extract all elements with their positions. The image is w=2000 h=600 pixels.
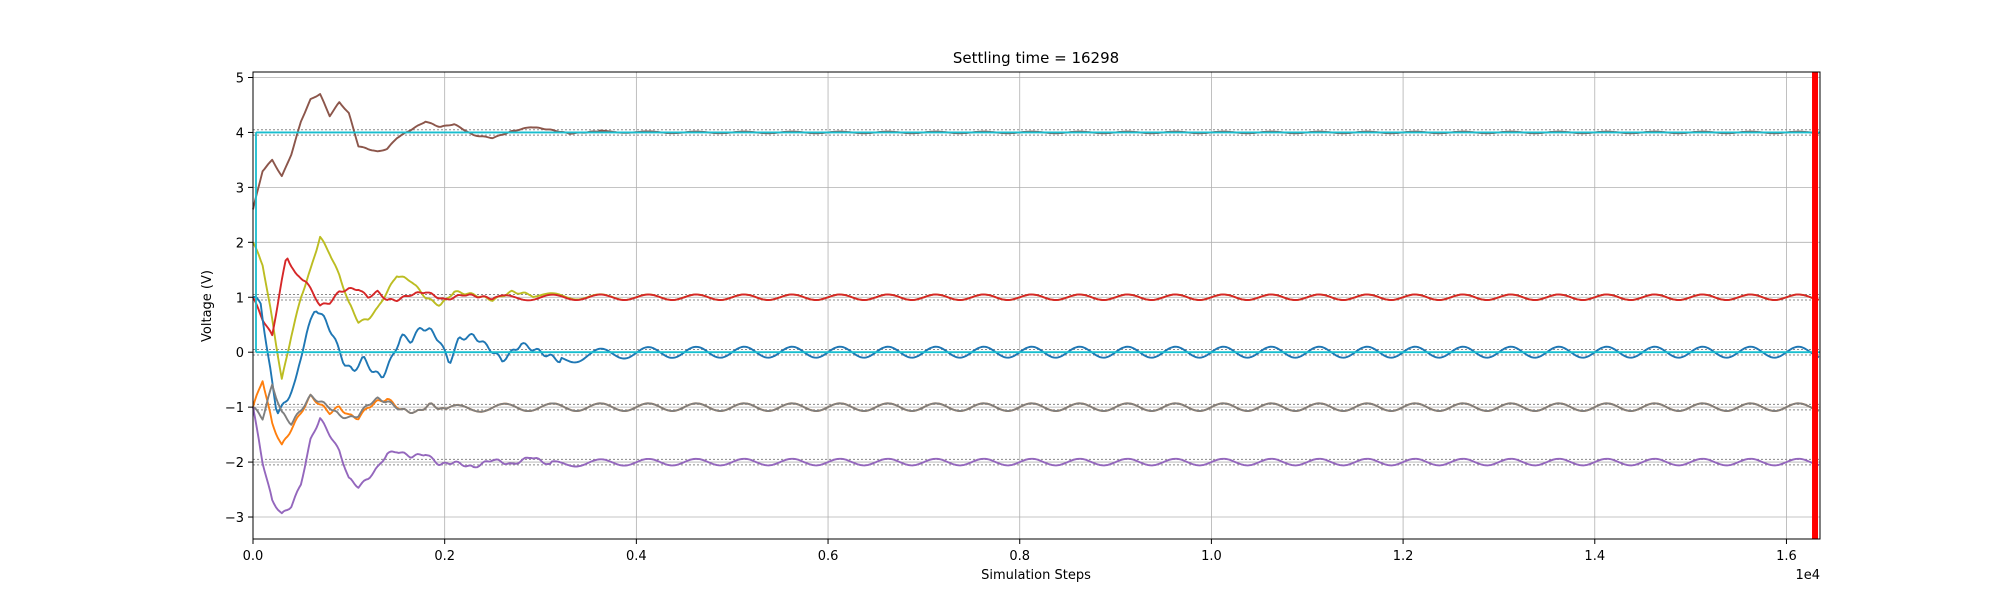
series-line (252, 257, 1820, 337)
x-tick-label: 1.4 (1584, 549, 1605, 564)
x-tick-label: 0.2 (434, 549, 455, 564)
x-axis-label: Simulation Steps (981, 568, 1091, 583)
x-tick-label: 0.8 (1009, 549, 1030, 564)
x-tick-label: 1.0 (1201, 549, 1222, 564)
x-axis-multiplier: 1e4 (1795, 568, 1820, 583)
y-tick-label: 1 (236, 291, 244, 306)
y-tick-label: 5 (236, 71, 244, 86)
plot-frame (252, 71, 1821, 540)
reference-lines (255, 131, 1820, 354)
x-tick-label: 0.4 (626, 549, 647, 564)
x-axis-ticks: 0.0 0.2 0.4 0.6 0.8 1.0 1.2 1.4 1.6 (243, 539, 1797, 564)
series-line (252, 295, 1820, 415)
x-tick-label: 0.0 (243, 549, 264, 564)
y-tick-label: 0 (236, 346, 244, 361)
y-tick-label: 4 (236, 126, 244, 141)
series-line (252, 383, 1820, 426)
y-tick-label: −3 (225, 511, 244, 526)
chart-title: Settling time = 16298 (953, 49, 1119, 67)
x-tick-label: 1.2 (1393, 549, 1414, 564)
y-tick-label: −2 (225, 456, 244, 471)
series-line (252, 406, 1820, 515)
grid (252, 72, 1820, 539)
y-axis-ticks: −3 −2 −1 0 1 2 3 4 5 (225, 71, 253, 526)
y-tick-label: −1 (225, 401, 244, 416)
y-tick-label: 3 (236, 181, 244, 196)
x-tick-label: 0.6 (818, 549, 839, 564)
y-tick-label: 2 (236, 236, 244, 251)
y-axis-label: Voltage (V) (200, 270, 215, 342)
x-tick-label: 1.6 (1776, 549, 1797, 564)
